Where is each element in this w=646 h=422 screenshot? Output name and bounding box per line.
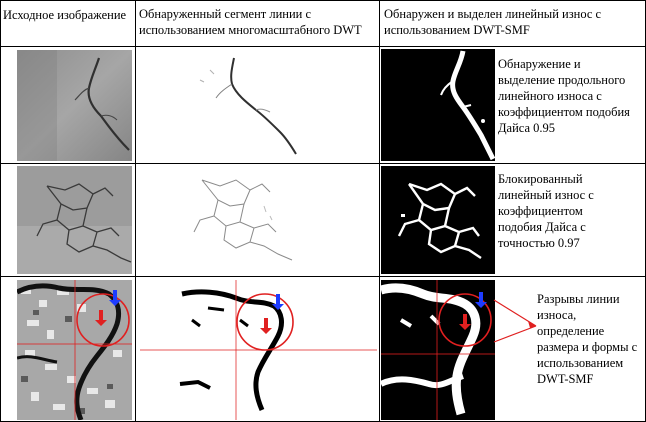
row3-dwt-smf-mask bbox=[381, 280, 495, 420]
row3-callout-lines bbox=[493, 299, 537, 343]
row3-caption: Разрывы линии износа, определение размер… bbox=[537, 292, 638, 386]
row2-original-photo bbox=[17, 166, 132, 274]
header-dwt-smf: Обнаружен и выделен линейный износ с исп… bbox=[384, 7, 602, 37]
row1-dwt-smf-mask bbox=[381, 49, 495, 161]
table-border-top bbox=[0, 0, 646, 1]
table-row-divider-2 bbox=[0, 276, 646, 277]
row1-caption: Обнаружение и выделение продольного лине… bbox=[498, 57, 630, 135]
table-header-divider bbox=[0, 46, 646, 47]
row2-caption: Блокированный линейный износ с коэффицие… bbox=[498, 172, 594, 250]
row2-dwt-smf-mask bbox=[381, 166, 495, 274]
row3-original-photo bbox=[17, 280, 132, 420]
header-dwt-segment: Обнаруженный сегмент линии с использован… bbox=[139, 7, 362, 37]
row3-dwt-segment bbox=[140, 280, 377, 420]
table-row-divider-1 bbox=[0, 163, 646, 164]
row1-original-photo bbox=[17, 50, 132, 161]
table-col-divider-1 bbox=[135, 0, 136, 422]
table-border-left bbox=[0, 0, 1, 422]
row1-dwt-segment bbox=[140, 50, 377, 161]
row2-dwt-segment bbox=[140, 166, 377, 274]
table-col-divider-2 bbox=[379, 0, 380, 422]
header-original-image: Исходное изображение bbox=[3, 8, 127, 22]
